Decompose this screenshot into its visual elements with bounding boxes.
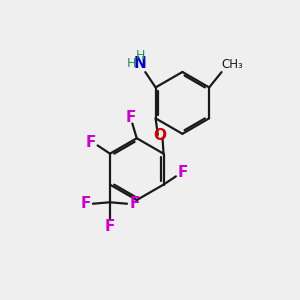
- Text: H: H: [127, 57, 136, 70]
- Text: F: F: [126, 110, 136, 124]
- Text: N: N: [134, 56, 147, 71]
- Text: F: F: [105, 219, 115, 234]
- Text: F: F: [129, 196, 140, 211]
- Text: F: F: [85, 135, 96, 150]
- Text: O: O: [153, 128, 166, 143]
- Text: H: H: [136, 49, 145, 62]
- Text: F: F: [178, 165, 188, 180]
- Text: CH₃: CH₃: [221, 58, 243, 71]
- Text: F: F: [80, 196, 91, 211]
